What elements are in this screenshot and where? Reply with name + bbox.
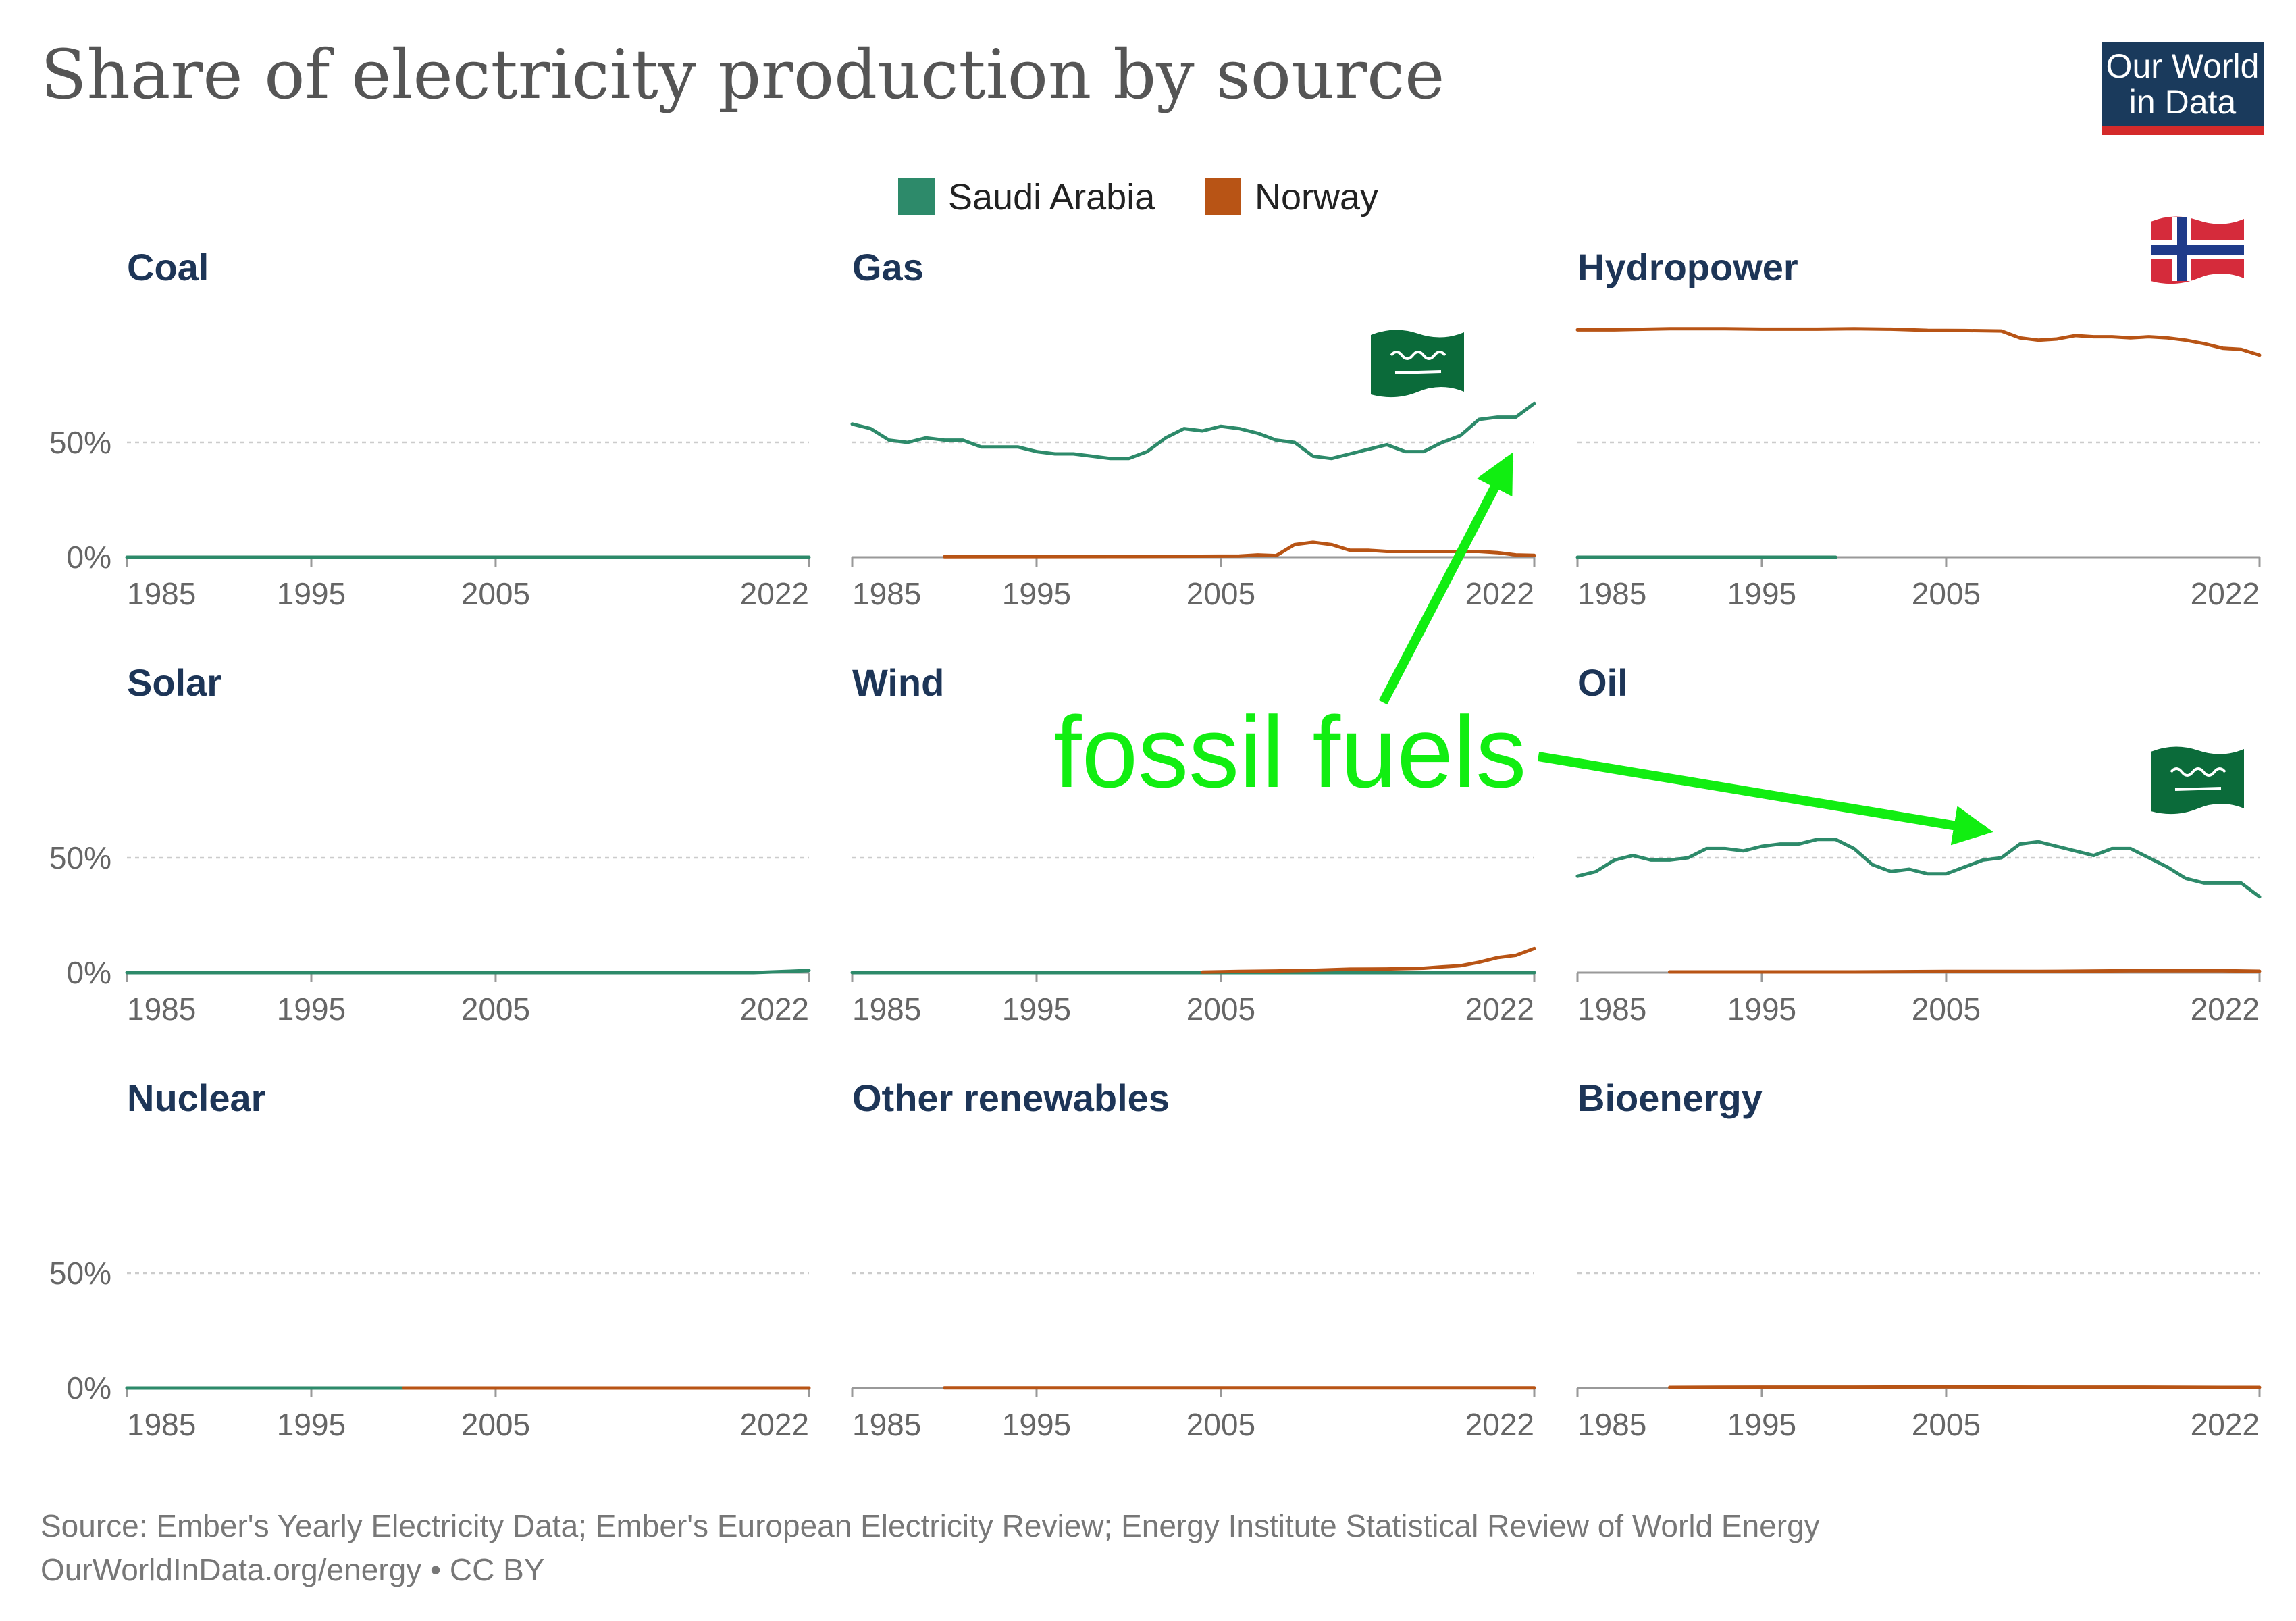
x-tick-label: 2005 xyxy=(1186,992,1255,1027)
series-line-saudi-arabia[interactable] xyxy=(850,401,1536,461)
y-tick-label: 0% xyxy=(67,540,111,575)
x-tick-label: 2022 xyxy=(740,992,809,1027)
logo-background xyxy=(2102,42,2264,134)
legend-label: Norway xyxy=(1255,177,1378,217)
x-tick-label: 2005 xyxy=(461,1407,530,1442)
saudi-arabia-flag-icon xyxy=(2151,746,2244,815)
panel-coal: Coal 1985 1995 2005 2022 xyxy=(125,246,811,611)
legend-swatch xyxy=(898,178,935,215)
series-line-norway[interactable] xyxy=(1575,327,2262,357)
y-tick-label: 50% xyxy=(49,1256,111,1291)
x-tick-label: 2005 xyxy=(1186,576,1255,611)
series-line-norway[interactable] xyxy=(943,540,1536,559)
flag-annotations xyxy=(1371,216,2244,815)
panel-title: Wind xyxy=(852,661,944,704)
x-tick-label: 2022 xyxy=(2191,1407,2260,1442)
legend: Saudi Arabia Norway xyxy=(898,177,1378,217)
legend-label: Saudi Arabia xyxy=(948,177,1155,217)
panel-gas: Gas 1985 1995 2005 2022 xyxy=(850,246,1536,611)
x-tick-label: 2005 xyxy=(1912,1407,1981,1442)
legend-item-norway[interactable]: Norway xyxy=(1205,177,1378,217)
annotation: fossil fuels xyxy=(1053,452,1993,846)
y-tick-label: 0% xyxy=(67,1370,111,1406)
x-tick-label: 1985 xyxy=(1577,1407,1646,1442)
x-tick-label: 1995 xyxy=(277,576,346,611)
x-tick-label: 2005 xyxy=(461,992,530,1027)
series-line-norway[interactable] xyxy=(1201,946,1536,974)
panel-hydropower: Hydropower 1985 1995 2005 2022 xyxy=(1575,246,2262,611)
x-tick-label: 1985 xyxy=(852,1407,921,1442)
annotation-arrow-gas xyxy=(1378,452,1514,705)
panel-wind: Wind 1985 1995 2005 2022 xyxy=(850,661,1536,1027)
x-tick-label: 1995 xyxy=(1002,992,1071,1027)
panel-title: Coal xyxy=(127,246,209,288)
x-tick-label: 2022 xyxy=(2191,992,2260,1027)
x-tick-label: 1995 xyxy=(1002,1407,1071,1442)
panel-title: Oil xyxy=(1577,661,1628,704)
small-multiples: Coal 1985 1995 2005 2022 50% 0% Gas 1985 1995 2005… xyxy=(49,246,2262,1442)
saudi-arabia-flag-icon xyxy=(1371,330,1464,398)
annotation-arrow-oil xyxy=(1537,752,1993,846)
x-tick-label: 2022 xyxy=(1465,1407,1534,1442)
x-tick-label: 1985 xyxy=(852,992,921,1027)
x-tick-label: 1995 xyxy=(1727,1407,1796,1442)
panel-solar: Solar 1985 1995 2005 2022 xyxy=(125,661,811,1027)
annotation-text: fossil fuels xyxy=(1053,695,1526,808)
x-tick-label: 1985 xyxy=(127,1407,196,1442)
x-tick-label: 1985 xyxy=(1577,576,1646,611)
series-line-norway[interactable] xyxy=(1668,969,2262,974)
x-tick-label: 2022 xyxy=(2191,576,2260,611)
x-tick-label: 1995 xyxy=(277,992,346,1027)
norway-flag-icon xyxy=(2151,216,2244,284)
x-tick-label: 2022 xyxy=(740,1407,809,1442)
logo-line-1: Our World xyxy=(2106,47,2260,85)
panel-title: Gas xyxy=(852,246,924,288)
x-tick-label: 1985 xyxy=(852,576,921,611)
x-tick-label: 1995 xyxy=(1727,576,1796,611)
x-tick-label: 1995 xyxy=(277,1407,346,1442)
x-tick-label: 1985 xyxy=(1577,992,1646,1027)
y-tick-label: 0% xyxy=(67,955,111,990)
x-tick-label: 1985 xyxy=(127,992,196,1027)
logo-line-2: in Data xyxy=(2129,83,2237,121)
x-tick-label: 2005 xyxy=(461,576,530,611)
chart-title: Share of electricity production by sourc… xyxy=(41,35,1444,114)
series-line-saudi-arabia[interactable] xyxy=(125,969,811,975)
x-tick-label: 2005 xyxy=(1912,992,1981,1027)
series-line-saudi-arabia[interactable] xyxy=(1575,838,2262,899)
panel-bioenergy: Bioenergy 1985 1995 2005 2022 xyxy=(1576,1077,2262,1442)
x-tick-label: 2022 xyxy=(1465,576,1534,611)
legend-item-saudi-arabia[interactable]: Saudi Arabia xyxy=(898,177,1155,217)
x-tick-label: 1985 xyxy=(127,576,196,611)
panel-title: Other renewables xyxy=(852,1077,1170,1119)
source-link[interactable]: OurWorldInData.org/energy • CC BY xyxy=(41,1552,544,1587)
legend-swatch xyxy=(1205,178,1241,215)
source-note: Source: Ember's Yearly Electricity Data;… xyxy=(41,1508,1820,1543)
x-tick-label: 1995 xyxy=(1002,576,1071,611)
panel-title: Bioenergy xyxy=(1577,1077,1763,1119)
panel-title: Hydropower xyxy=(1577,246,1798,288)
x-tick-label: 2022 xyxy=(740,576,809,611)
y-tick-label: 50% xyxy=(49,425,111,460)
panel-other-renewables: Other renewables 1985 1995 2005 2022 xyxy=(851,1077,1536,1442)
x-tick-label: 2005 xyxy=(1912,576,1981,611)
logo-stripe xyxy=(2102,126,2264,135)
owid-logo[interactable]: Our World in Data xyxy=(2102,42,2264,135)
panel-title: Nuclear xyxy=(127,1077,265,1119)
panel-oil: Oil 1985 1995 2005 2022 xyxy=(1575,661,2262,1027)
y-tick-label: 50% xyxy=(49,840,111,875)
panel-nuclear: Nuclear 1985 1995 2005 2022 xyxy=(125,1077,811,1442)
x-tick-label: 2022 xyxy=(1465,992,1534,1027)
panel-title: Solar xyxy=(127,661,221,704)
x-tick-label: 2005 xyxy=(1186,1407,1255,1442)
x-tick-label: 1995 xyxy=(1727,992,1796,1027)
